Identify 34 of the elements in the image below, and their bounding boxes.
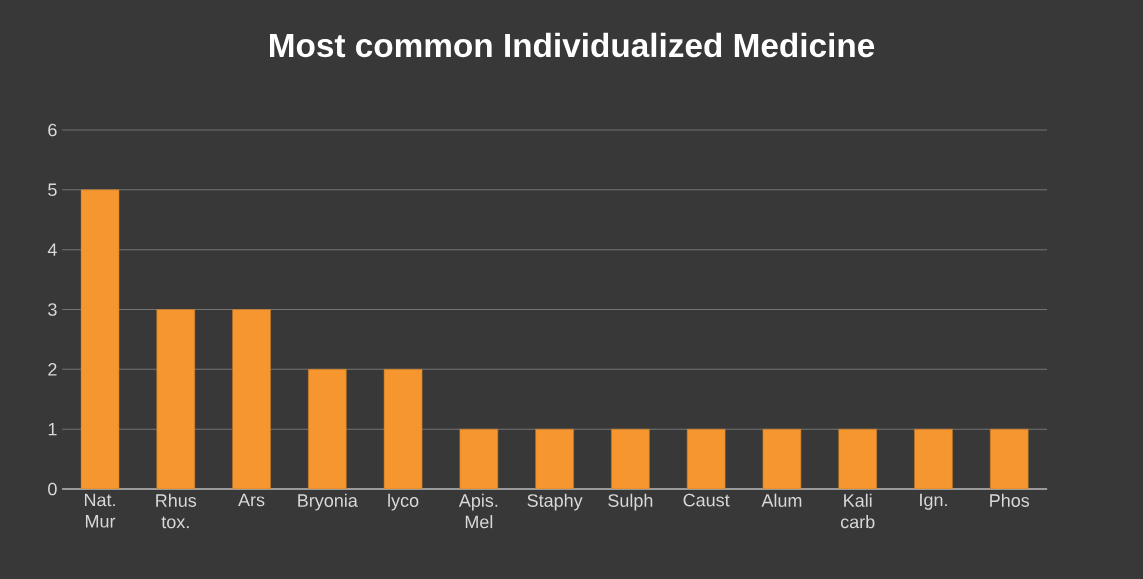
bar bbox=[611, 428, 650, 489]
x-tick-label: Nat. Mur bbox=[84, 493, 116, 528]
x-tick-label: Bryonia bbox=[298, 493, 358, 511]
x-tick-label: Ars bbox=[238, 493, 265, 507]
y-tick-label: 4 bbox=[47, 243, 57, 256]
x-tick-label: Kali carb bbox=[840, 493, 875, 529]
x-tick-label: Ign. bbox=[920, 493, 947, 510]
bar bbox=[80, 189, 120, 489]
bar bbox=[232, 309, 271, 489]
bar bbox=[762, 428, 802, 489]
bar bbox=[989, 428, 1029, 489]
x-tick-label: lyco bbox=[388, 493, 419, 511]
x-tick-label: Phos bbox=[990, 493, 1030, 507]
bar bbox=[308, 369, 347, 489]
y-tick-label: 6 bbox=[48, 123, 57, 137]
bar bbox=[459, 428, 499, 489]
bar bbox=[838, 428, 877, 489]
y-tick-label: 3 bbox=[48, 303, 57, 316]
x-tick-label: Staphy bbox=[527, 493, 583, 511]
y-tick-label: 2 bbox=[48, 363, 57, 376]
bar bbox=[156, 309, 196, 489]
x-tick-label: Caust bbox=[683, 493, 730, 507]
x-tick-label: Apis. Mel bbox=[458, 493, 498, 529]
y-tick-label: 0 bbox=[48, 482, 57, 496]
x-tick-label: Alum bbox=[761, 493, 802, 507]
y-tick-label: 5 bbox=[48, 183, 57, 197]
bar bbox=[535, 428, 574, 489]
x-tick-label: Sulph bbox=[608, 493, 653, 511]
x-tick-label: Rhus tox. bbox=[156, 493, 197, 529]
bar bbox=[914, 428, 953, 489]
y-tick-label: 1 bbox=[48, 422, 57, 436]
bar bbox=[686, 428, 726, 489]
bar bbox=[383, 369, 423, 489]
chart-title: Most common Individualized Medicine bbox=[270, 32, 875, 58]
